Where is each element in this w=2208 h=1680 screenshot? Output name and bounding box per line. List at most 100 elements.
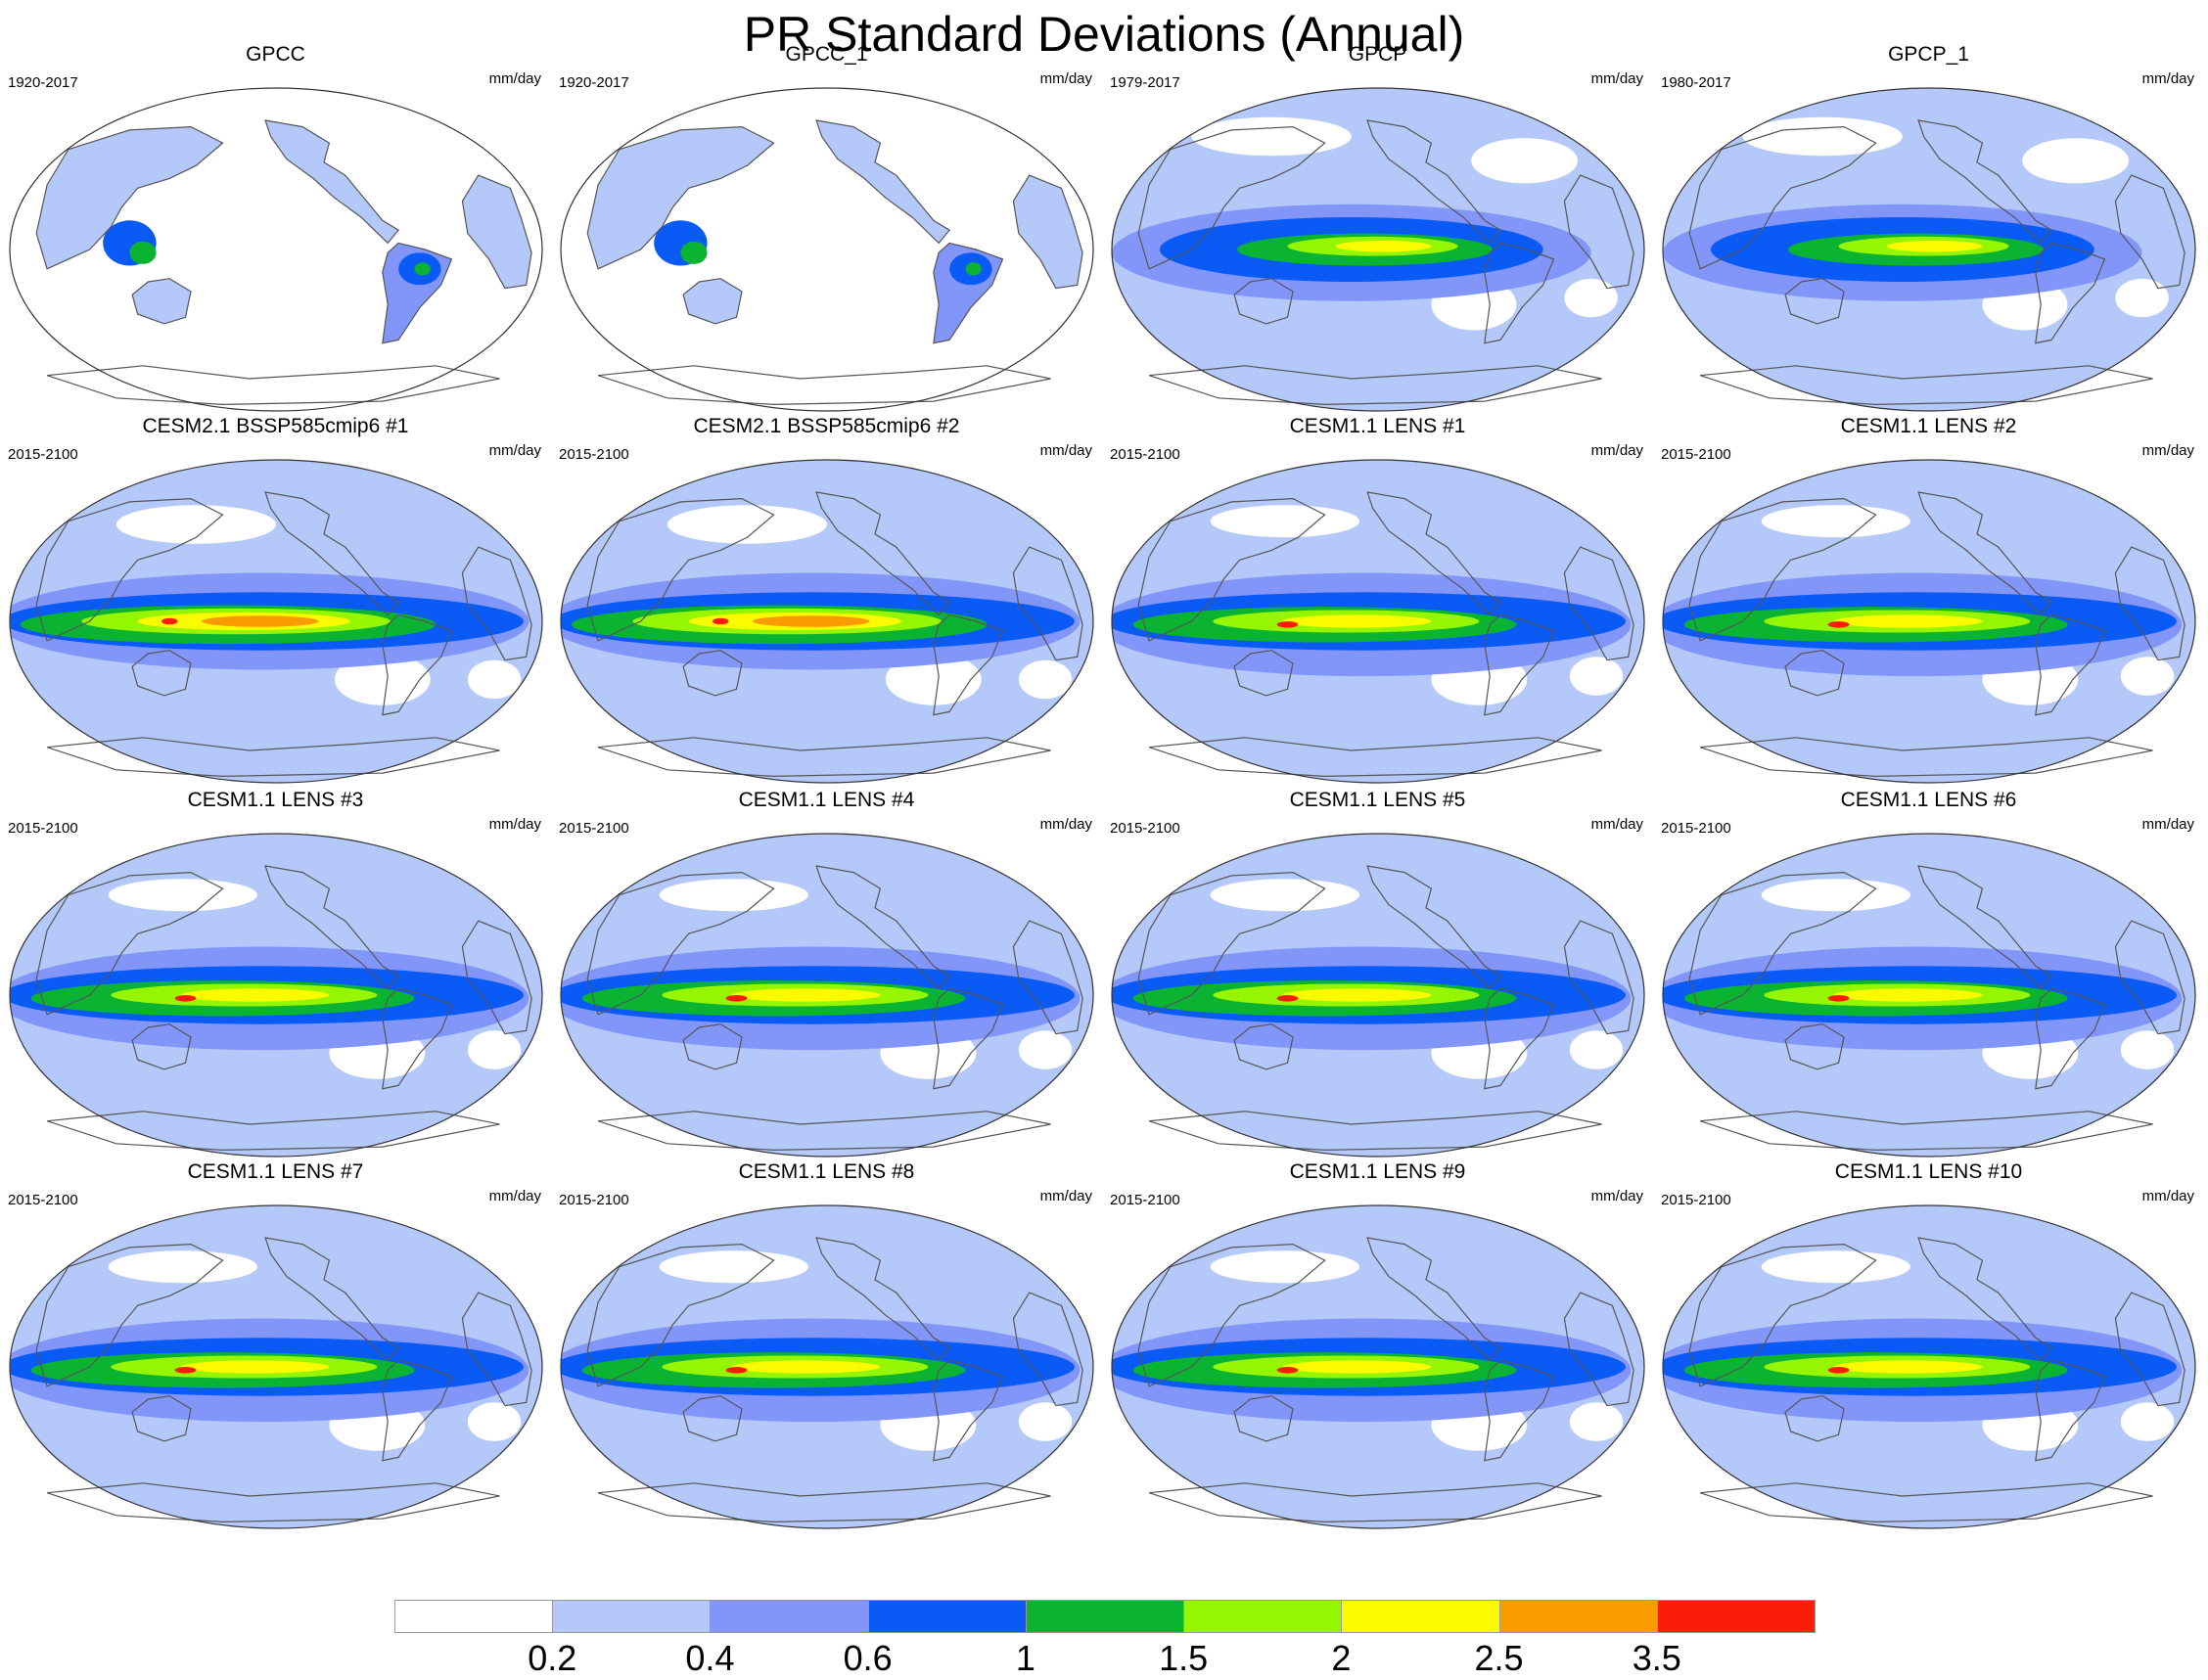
map-panel: CESM1.1 LENS #2 2015-2100 mm/day	[1653, 415, 2204, 787]
colorbar-tick-label: 1.5	[1159, 1638, 1209, 1678]
map-panel: GPCP_1 1980-2017 mm/day	[1653, 43, 2204, 415]
panel-title: GPCP	[1348, 43, 1407, 66]
coastlines	[1137, 1237, 1634, 1523]
robinson-map	[9, 1204, 543, 1529]
map-border	[1662, 87, 2196, 412]
map-panel: CESM1.1 LENS #1 2015-2100 mm/day	[1102, 415, 1653, 787]
panel-period: 1920-2017	[559, 74, 629, 91]
panel-units: mm/day	[1039, 1188, 1092, 1204]
map-panel: CESM1.1 LENS #9 2015-2100 mm/day	[1102, 1160, 1653, 1532]
map-panel: CESM1.1 LENS #6 2015-2100 mm/day	[1653, 789, 2204, 1160]
map-panel: CESM1.1 LENS #7 2015-2100 mm/day	[0, 1160, 551, 1532]
precip-field	[10, 834, 542, 1157]
colorbar-tick-label: 2.5	[1474, 1638, 1524, 1678]
colorbar-tick-label: 3.5	[1632, 1638, 1681, 1678]
panel-units: mm/day	[488, 442, 541, 459]
robinson-map	[1662, 87, 2196, 412]
robinson-map	[560, 87, 1094, 412]
coastlines	[586, 119, 1083, 406]
map-border	[1111, 833, 1645, 1158]
panel-title: CESM1.1 LENS #1	[1289, 415, 1466, 437]
panel-title: CESM1.1 LENS #4	[738, 789, 915, 811]
map-border	[560, 459, 1094, 784]
robinson-map	[1111, 833, 1645, 1158]
figure-title: PR Standard Deviations (Annual)	[743, 7, 1465, 62]
panel-title: CESM1.1 LENS #9	[1289, 1160, 1466, 1183]
panel-period: 2015-2100	[559, 1192, 629, 1208]
panel-period: 2015-2100	[8, 446, 78, 463]
precip-field	[1112, 1205, 1644, 1528]
robinson-map	[560, 833, 1094, 1158]
map-panel: CESM2.1 BSSP585cmip6 #1 2015-2100 mm/day	[0, 415, 551, 787]
panel-period: 1920-2017	[8, 74, 78, 91]
precip-field	[1112, 88, 1644, 411]
map-panel: CESM1.1 LENS #4 2015-2100 mm/day	[551, 789, 1102, 1160]
map-border	[1662, 833, 2196, 1158]
colorbar-swatch	[552, 1600, 712, 1633]
panel-units: mm/day	[1039, 442, 1092, 459]
coastlines	[586, 865, 1083, 1152]
colorbar-swatch	[710, 1600, 869, 1633]
robinson-map	[9, 833, 543, 1158]
panel-period: 1979-2017	[1110, 74, 1180, 91]
precip-field	[1663, 460, 2195, 783]
map-panel: CESM1.1 LENS #8 2015-2100 mm/day	[551, 1160, 1102, 1532]
robinson-map	[1111, 459, 1645, 784]
panel-period: 2015-2100	[1661, 820, 1731, 837]
panel-title: CESM1.1 LENS #8	[738, 1160, 915, 1183]
colorbar	[394, 1600, 1816, 1633]
panel-period: 2015-2100	[1110, 820, 1180, 837]
panel-units: mm/day	[1590, 70, 1643, 87]
robinson-map	[1662, 833, 2196, 1158]
colorbar-tick-label: 0.4	[685, 1638, 735, 1678]
coastlines	[1688, 865, 2185, 1152]
panel-period: 2015-2100	[559, 446, 629, 463]
map-border	[1111, 1204, 1645, 1529]
panel-period: 2015-2100	[1110, 446, 1180, 463]
coastlines	[1137, 119, 1634, 406]
colorbar-swatch	[1183, 1600, 1343, 1633]
precip-field	[1112, 460, 1644, 783]
panel-units: mm/day	[1590, 442, 1643, 459]
map-border	[560, 833, 1094, 1158]
panel-title: GPCP_1	[1888, 43, 1969, 66]
panel-period: 2015-2100	[8, 820, 78, 837]
panel-units: mm/day	[1039, 70, 1092, 87]
panel-units: mm/day	[1039, 816, 1092, 833]
panel-title: CESM2.1 BSSP585cmip6 #2	[693, 415, 960, 437]
map-border	[9, 833, 543, 1158]
panel-units: mm/day	[2141, 1188, 2194, 1204]
map-panel: CESM2.1 BSSP585cmip6 #2 2015-2100 mm/day	[551, 415, 1102, 787]
coastlines	[35, 865, 532, 1152]
robinson-map	[560, 1204, 1094, 1529]
colorbar-swatch	[1498, 1600, 1658, 1633]
map-border	[9, 1204, 543, 1529]
panel-period: 1980-2017	[1661, 74, 1731, 91]
panel-title: CESM1.1 LENS #2	[1840, 415, 2017, 437]
panel-title: GPCC_1	[785, 43, 868, 66]
coastlines	[1137, 865, 1634, 1152]
map-border	[1111, 87, 1645, 412]
panel-period: 2015-2100	[1661, 446, 1731, 463]
precip-field	[1663, 1205, 2195, 1528]
coastlines	[35, 1237, 532, 1523]
map-panel: GPCC 1920-2017 mm/day	[0, 43, 551, 415]
map-panel: GPCP 1979-2017 mm/day	[1102, 43, 1653, 415]
panel-period: 2015-2100	[1110, 1192, 1180, 1208]
colorbar-swatch	[1656, 1600, 1816, 1633]
robinson-map	[1662, 1204, 2196, 1529]
precip-field	[561, 88, 1093, 411]
map-border	[9, 459, 543, 784]
panel-units: mm/day	[488, 816, 541, 833]
panel-title: CESM1.1 LENS #5	[1289, 789, 1466, 811]
coastlines	[1688, 119, 2185, 406]
precip-field	[561, 834, 1093, 1157]
precip-field	[561, 460, 1093, 783]
colorbar-tick-label: 1	[1015, 1638, 1035, 1678]
robinson-map	[560, 459, 1094, 784]
panel-units: mm/day	[1590, 816, 1643, 833]
precip-field	[10, 1205, 542, 1528]
colorbar-swatch	[867, 1600, 1027, 1633]
robinson-map	[1111, 1204, 1645, 1529]
